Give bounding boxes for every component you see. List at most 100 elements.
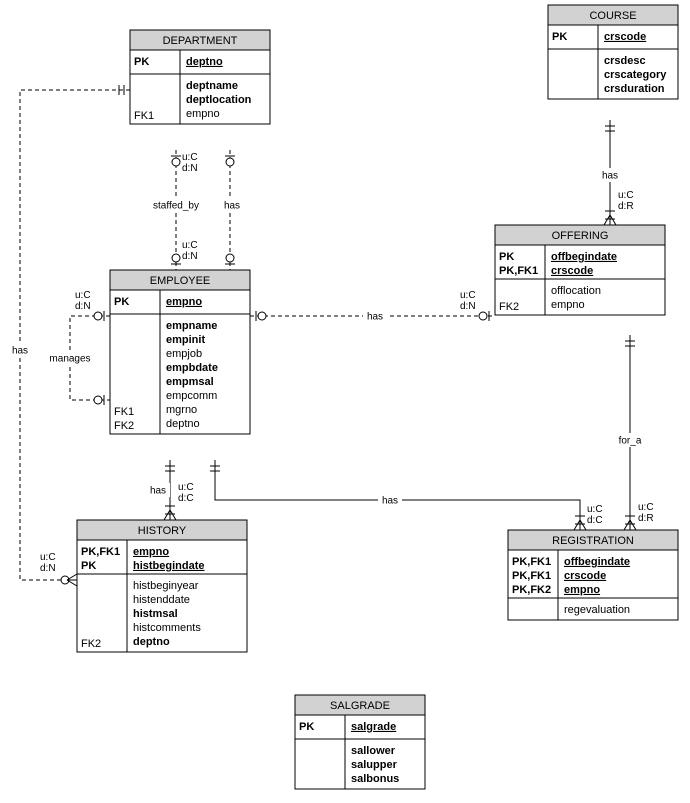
svg-text:salbonus: salbonus (351, 773, 399, 785)
svg-text:histmsal: histmsal (133, 608, 178, 620)
svg-text:d:R: d:R (618, 201, 634, 212)
entity-employee: EMPLOYEE PK empno FK1 FK2 empname empinit empjo… (110, 270, 250, 434)
svg-text:deptname: deptname (186, 80, 238, 92)
svg-text:u:C: u:C (638, 502, 654, 513)
svg-text:d:N: d:N (75, 301, 91, 312)
svg-text:sallower: sallower (351, 745, 396, 757)
svg-text:has: has (224, 201, 240, 212)
svg-text:has: has (12, 346, 28, 357)
svg-text:PK: PK (134, 56, 149, 68)
svg-text:crscode: crscode (604, 31, 646, 43)
svg-text:REGISTRATION: REGISTRATION (552, 535, 634, 547)
svg-text:deptno: deptno (166, 418, 200, 430)
svg-text:histcomments: histcomments (133, 622, 201, 634)
svg-text:DEPARTMENT: DEPARTMENT (163, 35, 238, 47)
svg-text:offbegindate: offbegindate (551, 251, 617, 263)
svg-text:FK2: FK2 (81, 638, 101, 650)
entity-department: DEPARTMENT PK deptno FK1 deptname deptlocatio… (130, 30, 270, 124)
svg-text:empname: empname (166, 320, 217, 332)
svg-text:PK,FK1: PK,FK1 (499, 265, 538, 277)
svg-text:PK: PK (299, 721, 314, 733)
svg-text:manages: manages (49, 354, 90, 365)
svg-text:crsduration: crsduration (604, 83, 665, 95)
svg-text:empno: empno (133, 546, 169, 558)
svg-text:has: has (602, 171, 618, 182)
svg-text:FK2: FK2 (114, 420, 134, 432)
svg-text:d:N: d:N (460, 301, 476, 312)
entity-course: COURSE PK crscode crsdesc crscategory crsdura… (548, 5, 678, 99)
edge-manages: manages u:Cd:N (46, 290, 110, 405)
svg-text:PK: PK (81, 560, 96, 572)
svg-text:salgrade: salgrade (351, 721, 396, 733)
svg-text:crscode: crscode (564, 570, 606, 582)
svg-text:has: has (367, 312, 383, 323)
svg-text:crsdesc: crsdesc (604, 55, 646, 67)
svg-text:PK: PK (499, 251, 514, 263)
svg-text:has: has (382, 496, 398, 507)
svg-text:staffed_by: staffed_by (153, 201, 199, 212)
svg-text:u:C: u:C (75, 290, 91, 301)
svg-text:u:C: u:C (182, 240, 198, 251)
svg-text:deptno: deptno (133, 636, 170, 648)
svg-text:PK,FK1: PK,FK1 (81, 546, 120, 558)
svg-text:empjob: empjob (166, 348, 202, 360)
svg-text:u:C: u:C (178, 482, 194, 493)
svg-text:offlocation: offlocation (551, 285, 601, 297)
svg-text:u:C: u:C (587, 504, 603, 515)
svg-text:FK1: FK1 (134, 110, 154, 122)
svg-text:d:R: d:R (638, 513, 654, 524)
entity-salgrade: SALGRADE PK salgrade sallower salupper salbon… (295, 695, 425, 789)
svg-text:HISTORY: HISTORY (138, 525, 187, 537)
svg-text:has: has (150, 486, 166, 497)
svg-text:offbegindate: offbegindate (564, 556, 630, 568)
svg-text:empbdate: empbdate (166, 362, 218, 374)
svg-text:u:C: u:C (618, 190, 634, 201)
svg-text:PK,FK2: PK,FK2 (512, 584, 551, 596)
svg-text:d:N: d:N (40, 563, 56, 574)
entity-history: HISTORY PK,FK1 PK empno histbegindate FK2 hist… (77, 520, 247, 652)
svg-text:PK,FK1: PK,FK1 (512, 556, 551, 568)
svg-text:PK: PK (114, 296, 129, 308)
svg-text:empno: empno (551, 299, 585, 311)
er-diagram: staffed_byu:Cd:Nu:Cd:Nhasmanagesu:Cd:Nha… (0, 0, 690, 803)
svg-text:salupper: salupper (351, 759, 398, 771)
svg-text:u:C: u:C (40, 552, 56, 563)
svg-text:regevaluation: regevaluation (564, 604, 630, 616)
edge-emp_hist_has: hasu:Cd:C (146, 460, 194, 520)
svg-text:histbeginyear: histbeginyear (133, 580, 199, 592)
svg-text:u:C: u:C (460, 290, 476, 301)
svg-text:PK,FK1: PK,FK1 (512, 570, 551, 582)
edge-course_off_has: hasu:Cd:R (598, 120, 634, 225)
entity-offering: OFFERINGPKPK,FK1offbegindatecrscodeFK2of… (495, 225, 665, 315)
svg-text:empno: empno (564, 584, 600, 596)
svg-text:empmsal: empmsal (166, 376, 214, 388)
svg-text:mgrno: mgrno (166, 404, 197, 416)
svg-text:empinit: empinit (166, 334, 205, 346)
svg-text:SALGRADE: SALGRADE (330, 700, 390, 712)
edge-emp_reg_has: has u:Cd:C (210, 460, 603, 530)
edge-emp_off_has: has u:Cd:N (250, 290, 495, 323)
svg-text:d:N: d:N (182, 251, 198, 262)
entities-layer: DEPARTMENT PK deptno FK1 deptname deptlocatio… (77, 5, 678, 789)
svg-text:histbegindate: histbegindate (133, 560, 205, 572)
svg-text:for_a: for_a (619, 436, 642, 447)
svg-text:deptno: deptno (186, 56, 223, 68)
svg-text:crscategory: crscategory (604, 69, 667, 81)
svg-text:PK: PK (552, 31, 567, 43)
svg-text:FK1: FK1 (114, 406, 134, 418)
svg-text:d:C: d:C (587, 515, 603, 526)
edge-staffed_by: staffed_byu:Cd:Nu:Cd:N (143, 150, 209, 270)
svg-text:COURSE: COURSE (589, 10, 636, 22)
edge-dept_emp_has: has (220, 150, 244, 270)
svg-text:empcomm: empcomm (166, 390, 217, 402)
svg-text:d:N: d:N (182, 163, 198, 174)
edges-layer: staffed_byu:Cd:Nu:Cd:Nhasmanagesu:Cd:Nha… (8, 85, 654, 586)
svg-text:FK2: FK2 (499, 301, 519, 313)
svg-text:EMPLOYEE: EMPLOYEE (150, 275, 211, 287)
entity-registration: REGISTRATIONPK,FK1PK,FK1PK,FK2offbeginda… (508, 530, 678, 620)
svg-text:deptlocation: deptlocation (186, 94, 252, 106)
svg-text:crscode: crscode (551, 265, 593, 277)
svg-text:empno: empno (166, 296, 202, 308)
svg-text:histenddate: histenddate (133, 594, 190, 606)
svg-text:u:C: u:C (182, 152, 198, 163)
